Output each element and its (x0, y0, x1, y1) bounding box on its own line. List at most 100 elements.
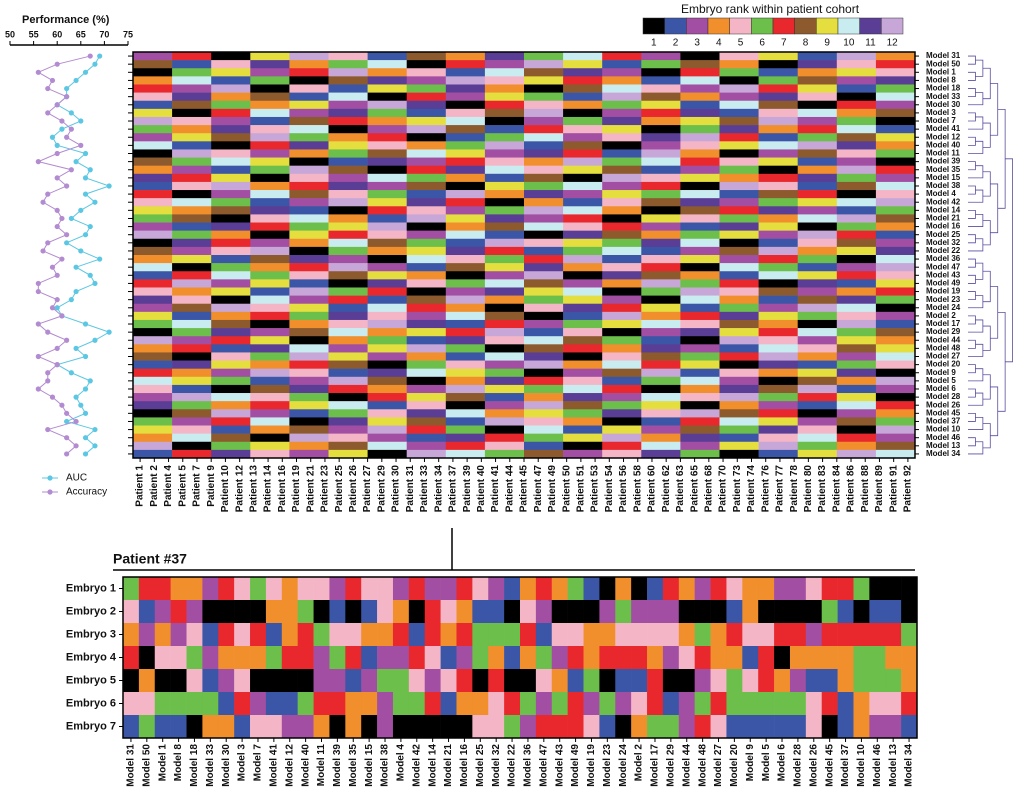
heat-cell (456, 715, 473, 739)
heat-cell (297, 692, 314, 716)
col-label: Patient 92 (903, 465, 914, 513)
heat-cell (602, 149, 642, 158)
heat-cell (797, 295, 838, 305)
heat-cell (875, 417, 916, 426)
heat-cell (678, 669, 695, 693)
col-label: Model 2 (634, 744, 645, 782)
point (97, 53, 103, 59)
heat-cell (392, 692, 410, 716)
heat-cell (172, 376, 212, 386)
heat-cell (328, 271, 368, 280)
heat-cell (875, 279, 916, 288)
heat-cell (445, 311, 486, 321)
heat-cell (445, 165, 486, 175)
heat-cell (406, 76, 447, 85)
col-label: Model 29 (666, 744, 677, 787)
legend-rank: 10 (843, 38, 855, 49)
heat-cell (484, 255, 525, 264)
heat-cell (719, 60, 759, 69)
heat-cell (836, 100, 877, 110)
heat-cell (641, 222, 681, 231)
point (54, 272, 60, 278)
heat-cell (406, 449, 447, 459)
heat-cell (602, 116, 642, 126)
heat-cell (392, 600, 410, 624)
heat-cell (406, 149, 447, 158)
row-label: Model 8 (926, 76, 956, 85)
heat-cell (456, 669, 473, 693)
heat-cell (265, 715, 283, 739)
heat-cell (551, 692, 568, 716)
heat-cell (719, 198, 759, 207)
heat-cell (567, 600, 584, 624)
heat-cell (797, 76, 838, 85)
dendrogram-line (968, 274, 976, 284)
col-label: Model 16 (459, 744, 470, 787)
heat-cell (250, 84, 290, 93)
point (78, 248, 84, 254)
point (54, 297, 60, 303)
heat-cell (742, 715, 759, 739)
heat-cell (758, 108, 798, 118)
heat-cell (758, 181, 798, 191)
heat-cell (250, 336, 290, 345)
heat-cell (172, 393, 212, 402)
heat-cell (202, 577, 219, 601)
heat-cell (211, 376, 251, 386)
col-label: Model 30 (221, 744, 232, 787)
heat-cell (602, 409, 642, 418)
heat-cell (289, 100, 329, 110)
heat-cell (484, 100, 525, 110)
heat-cell (445, 401, 486, 410)
heat-cell (875, 425, 916, 434)
col-label: Model 33 (205, 744, 216, 787)
heat-cell (836, 76, 877, 85)
heat-cell (602, 108, 642, 118)
heat-cell (367, 84, 407, 93)
heat-cell (836, 214, 877, 223)
heat-cell (289, 125, 329, 134)
heat-cell (133, 60, 173, 69)
heat-cell (154, 669, 171, 693)
heat-cell (133, 116, 173, 126)
heat-cell (631, 600, 648, 624)
heat-cell (875, 125, 916, 134)
dendrogram-line (968, 392, 984, 406)
heat-cell (328, 311, 368, 321)
heat-cell (406, 255, 447, 264)
point (82, 321, 89, 327)
heat-cell (170, 623, 187, 647)
heat-cell (680, 425, 720, 434)
heat-cell (484, 230, 525, 240)
heat-cell (172, 368, 212, 378)
heat-cell (875, 255, 916, 264)
heat-cell (719, 328, 759, 337)
col-label: Patient 58 (632, 465, 643, 513)
heat-cell (758, 263, 798, 272)
heat-cell (836, 303, 877, 313)
heat-cell (583, 600, 600, 624)
heat-cell (281, 646, 298, 670)
heat-cell (170, 669, 187, 693)
heat-cell (875, 287, 916, 296)
heat-cell (680, 173, 720, 183)
heat-cell (694, 669, 711, 693)
dendrogram-line (968, 319, 984, 333)
heat-cell (758, 68, 798, 77)
heat-cell (602, 84, 642, 93)
heat-cell (406, 125, 447, 134)
heat-cell (797, 125, 838, 134)
dendrogram-line (982, 374, 991, 400)
heat-cell (836, 311, 877, 321)
heat-cell (805, 646, 823, 670)
heat-cell (313, 646, 330, 670)
heat-cell (328, 214, 368, 223)
heat-cell (602, 255, 642, 264)
legend-rank: 12 (887, 38, 899, 49)
heat-cell (406, 279, 447, 288)
col-label: Model 28 (793, 744, 804, 787)
heat-cell (680, 352, 720, 361)
heat-cell (719, 125, 759, 134)
heat-cell (328, 173, 368, 183)
heat-cell (524, 441, 564, 451)
